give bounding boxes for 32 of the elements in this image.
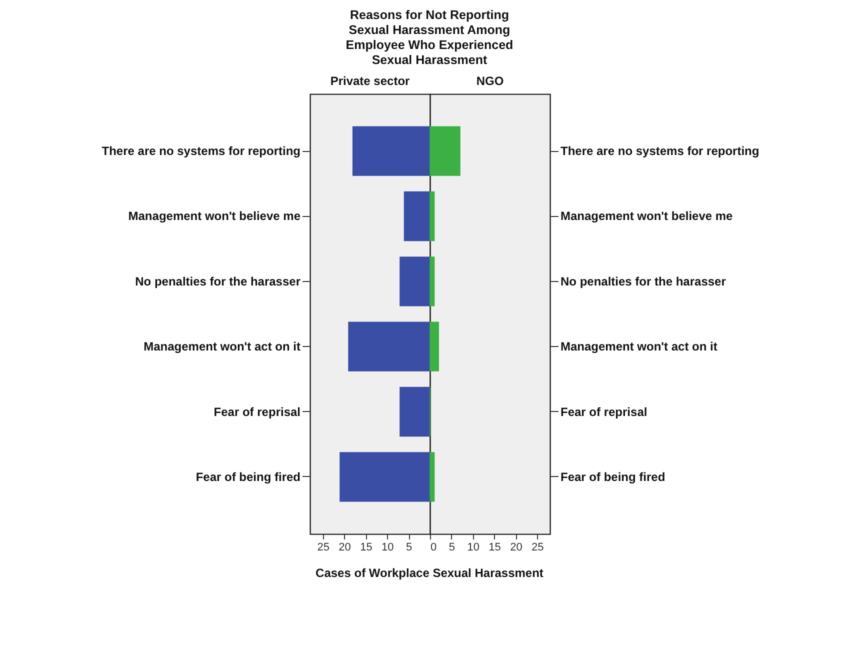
y-tick-label: Management won't believe me <box>128 209 300 224</box>
y-tick-label: Management won't act on it <box>560 340 717 354</box>
x-tick-label: 20 <box>338 542 350 554</box>
y-tick-label: Fear of reprisal <box>213 404 300 419</box>
text: NGO <box>476 74 504 88</box>
bar <box>429 322 438 372</box>
text: Private sector <box>330 74 410 88</box>
chart-title: Reasons for Not Reporting Sexual Harassment Among Employee Who Experienced Sexual Harassment <box>344 8 514 68</box>
y-tick-label: No penalties for the harasser <box>134 274 300 288</box>
bar <box>429 452 434 502</box>
y-tick-label: No penalties for the harasser <box>560 274 726 288</box>
bar <box>399 386 430 437</box>
y-tick-label: Fear of being fired <box>560 470 665 484</box>
y-tick-label: Management won't act on it <box>143 340 300 354</box>
bar <box>429 256 434 306</box>
y-tick-label: Fear of reprisal <box>560 404 647 419</box>
x-tick-label: 15 <box>488 542 500 554</box>
x-tick-label: 25 <box>531 542 544 554</box>
y-tick-label: Fear of being fired <box>195 470 300 484</box>
x-axis-title: Cases of Workplace Sexual Harassment <box>314 566 544 580</box>
y-tick-label: There are no systems for reporting <box>101 144 300 158</box>
x-tick-label: 0 <box>430 542 436 554</box>
x-tick-label: 15 <box>360 542 372 554</box>
y-tick-label: Management won't believe me <box>560 209 733 224</box>
x-tick-label: 25 <box>316 542 329 554</box>
bar <box>429 191 434 242</box>
x-tick-label: 10 <box>381 542 394 554</box>
y-tick-label: There are no systems for reporting <box>560 144 759 158</box>
x-tick-label: 10 <box>466 542 479 554</box>
x-tick-label: 20 <box>510 542 522 554</box>
x-tick-label: 5 <box>448 542 454 554</box>
x-tick-label: 5 <box>406 542 412 554</box>
